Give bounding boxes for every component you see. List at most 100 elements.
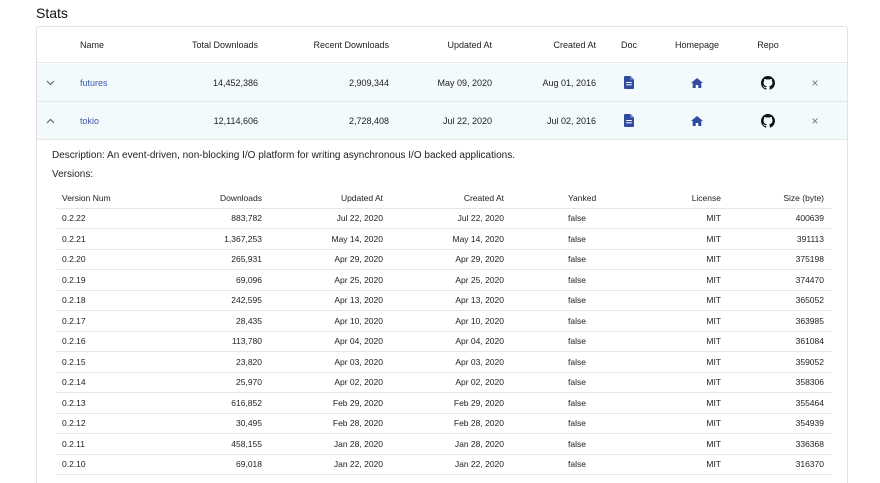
version-created-at: Jan 28, 2020 — [454, 438, 504, 449]
version-updated-at: Apr 13, 2020 — [334, 295, 383, 306]
version-license: MIT — [706, 315, 721, 326]
version-size: 336368 — [795, 438, 824, 449]
version-row: 0.2.17 28,435 Apr 10, 2020 Apr 10, 2020 … — [56, 311, 832, 332]
version-num: 0.2.18 — [62, 295, 86, 306]
version-size: 316370 — [795, 459, 824, 470]
versions-table: Version Num Downloads Updated At Created… — [56, 188, 832, 475]
created-at: Jul 02, 2016 — [546, 115, 596, 126]
header-version-num: Version Num — [62, 192, 111, 203]
version-created-at: Apr 13, 2020 — [455, 295, 504, 306]
version-license: MIT — [706, 213, 721, 224]
version-license: MIT — [706, 438, 721, 449]
stats-card: Name Total Downloads Recent Downloads Up… — [36, 26, 848, 483]
version-size: 355464 — [795, 397, 824, 408]
version-size: 365052 — [795, 295, 824, 306]
version-row: 0.2.10 69,018 Jan 22, 2020 Jan 22, 2020 … — [56, 455, 832, 475]
version-row: 0.2.22 883,782 Jul 22, 2020 Jul 22, 2020… — [56, 209, 832, 229]
version-updated-at: Jan 22, 2020 — [333, 459, 383, 470]
total-downloads: 12,114,606 — [213, 115, 258, 126]
version-yanked: false — [568, 295, 586, 306]
version-row: 0.2.18 242,595 Apr 13, 2020 Apr 13, 2020… — [56, 291, 832, 311]
document-icon[interactable] — [617, 64, 641, 101]
github-icon[interactable] — [753, 64, 783, 101]
crate-name-link[interactable]: tokio — [80, 115, 100, 126]
version-num: 0.2.14 — [62, 377, 86, 388]
version-row: 0.2.20 265,931 Apr 29, 2020 Apr 29, 2020… — [56, 250, 832, 270]
version-downloads: 458,155 — [231, 438, 262, 449]
version-row: 0.2.12 30,495 Feb 28, 2020 Feb 28, 2020 … — [56, 414, 832, 434]
header-doc: Doc — [620, 39, 637, 50]
version-num: 0.2.21 — [62, 233, 86, 244]
version-updated-at: Apr 25, 2020 — [334, 274, 383, 285]
header-created-at: Created At — [553, 39, 596, 50]
close-icon[interactable]: × — [811, 75, 819, 90]
total-downloads: 14,452,386 — [212, 77, 258, 88]
version-updated-at: Apr 02, 2020 — [334, 377, 383, 388]
versions-label: Versions: — [52, 169, 94, 180]
version-downloads: 1,367,253 — [224, 233, 262, 244]
version-downloads: 113,780 — [231, 336, 262, 347]
version-num: 0.2.15 — [62, 356, 86, 367]
crate-name-link[interactable]: futures — [80, 77, 108, 88]
version-created-at: Apr 29, 2020 — [455, 254, 504, 265]
version-downloads: 69,096 — [236, 274, 262, 285]
version-num: 0.2.11 — [62, 438, 86, 449]
version-num: 0.2.13 — [62, 397, 86, 408]
crate-table-header: Name Total Downloads Recent Downloads Up… — [37, 27, 847, 63]
version-license: MIT — [706, 459, 721, 470]
version-row: 0.2.14 25,970 Apr 02, 2020 Apr 02, 2020 … — [56, 373, 832, 393]
recent-downloads: 2,909,344 — [348, 77, 389, 88]
chevron-up-icon[interactable] — [43, 102, 57, 139]
version-license: MIT — [706, 295, 721, 306]
versions-header-row: Version Num Downloads Updated At Created… — [56, 188, 832, 209]
version-yanked: false — [568, 336, 586, 347]
version-created-at: Apr 10, 2020 — [455, 315, 504, 326]
version-created-at: Jan 22, 2020 — [454, 459, 504, 470]
version-yanked: false — [568, 459, 586, 470]
recent-downloads: 2,728,408 — [348, 115, 389, 126]
header-updated-at: Updated At — [447, 39, 492, 50]
version-license: MIT — [706, 336, 721, 347]
version-row: 0.2.19 69,096 Apr 25, 2020 Apr 25, 2020 … — [56, 270, 832, 291]
version-updated-at: Apr 10, 2020 — [334, 315, 383, 326]
version-size: 375198 — [795, 254, 824, 265]
version-downloads: 25,970 — [236, 377, 262, 388]
home-icon[interactable] — [675, 64, 719, 101]
page-title: Stats — [36, 5, 68, 21]
version-downloads: 30,495 — [236, 418, 262, 429]
version-updated-at: Feb 28, 2020 — [332, 418, 383, 429]
chevron-down-icon[interactable] — [43, 64, 57, 101]
version-updated-at: Apr 03, 2020 — [334, 356, 383, 367]
home-icon[interactable] — [675, 102, 719, 139]
version-yanked: false — [568, 213, 586, 224]
crate-row-tokio: tokio 12,114,606 2,728,408 Jul 22, 2020 … — [37, 102, 847, 140]
version-size: 391113 — [796, 233, 824, 244]
version-yanked: false — [568, 274, 586, 285]
version-downloads: 28,435 — [236, 315, 262, 326]
header-downloads: Downloads — [219, 192, 262, 203]
version-num: 0.2.20 — [62, 254, 86, 265]
header-size: Size (byte) — [783, 192, 824, 203]
header-updated-at: Updated At — [340, 192, 383, 203]
version-num: 0.2.22 — [62, 213, 86, 224]
github-icon[interactable] — [753, 102, 783, 139]
version-size: 374470 — [795, 274, 824, 285]
version-row: 0.2.15 23,820 Apr 03, 2020 Apr 03, 2020 … — [56, 352, 832, 373]
document-icon[interactable] — [617, 102, 641, 139]
version-yanked: false — [568, 315, 586, 326]
version-size: 400639 — [795, 213, 824, 224]
version-license: MIT — [706, 418, 721, 429]
version-yanked: false — [568, 254, 586, 265]
version-license: MIT — [706, 377, 721, 388]
version-created-at: Feb 29, 2020 — [453, 397, 504, 408]
version-size: 359052 — [795, 356, 824, 367]
header-recent-downloads: Recent Downloads — [313, 39, 389, 50]
version-license: MIT — [706, 254, 721, 265]
version-row: 0.2.11 458,155 Jan 28, 2020 Jan 28, 2020… — [56, 434, 832, 455]
version-created-at: Apr 02, 2020 — [455, 377, 504, 388]
version-num: 0.2.17 — [62, 315, 86, 326]
header-total-downloads: Total Downloads — [191, 39, 258, 50]
version-size: 363985 — [795, 315, 824, 326]
close-icon[interactable]: × — [811, 113, 819, 128]
version-license: MIT — [706, 274, 721, 285]
